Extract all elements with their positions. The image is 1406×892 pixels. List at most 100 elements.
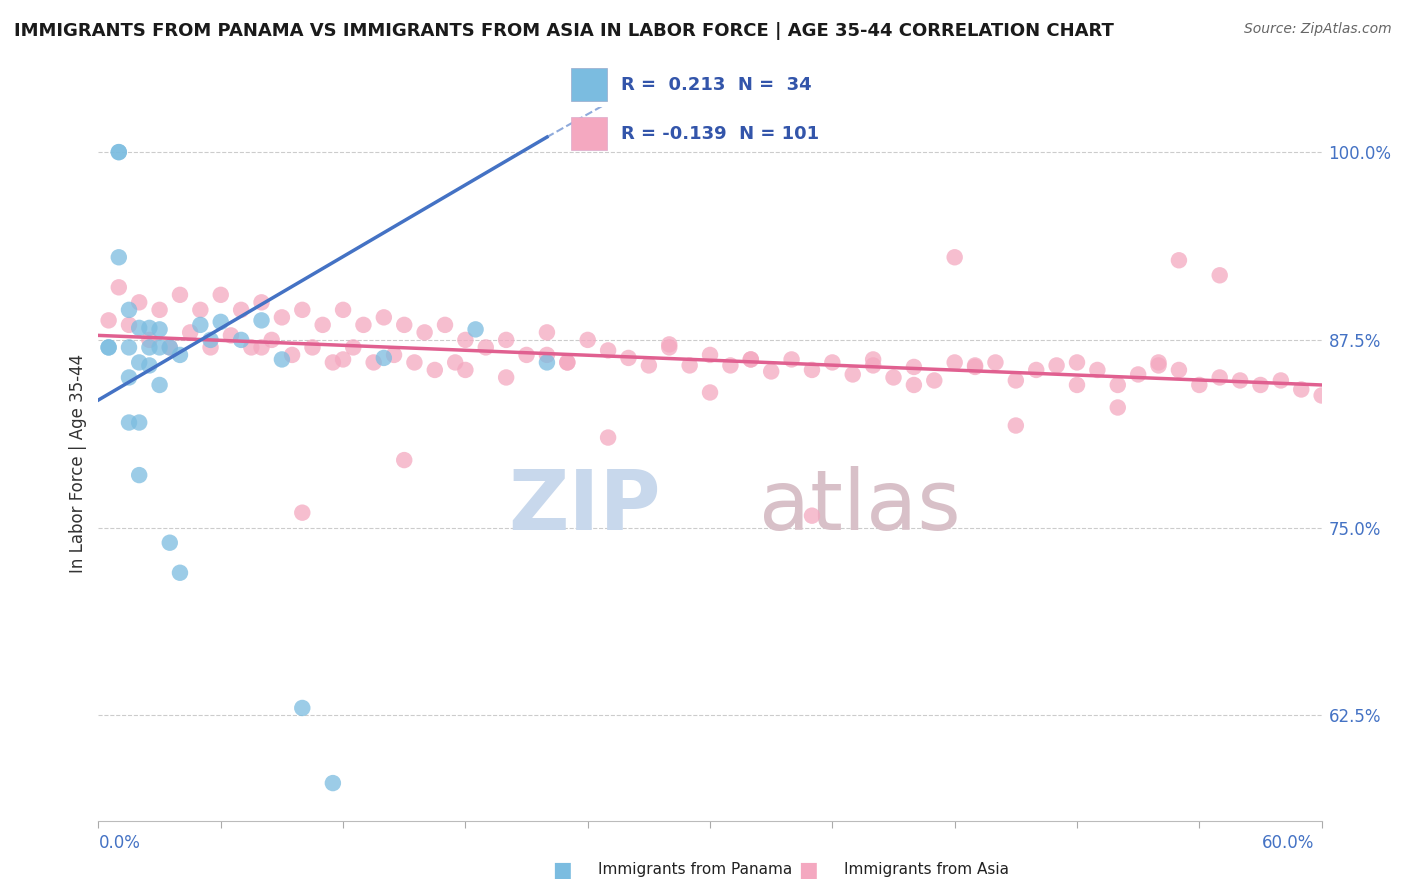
- Point: [1147, 355, 1170, 369]
- Point: [1270, 374, 1292, 388]
- Point: [188, 318, 212, 332]
- Point: [373, 351, 395, 365]
- Point: [179, 326, 201, 340]
- Point: [984, 355, 1007, 369]
- Point: [922, 374, 945, 388]
- Point: [159, 340, 181, 354]
- Point: [149, 322, 172, 336]
- Point: [128, 468, 150, 483]
- Point: [404, 355, 426, 369]
- Point: [291, 701, 314, 715]
- Text: ■: ■: [799, 860, 818, 880]
- Point: [209, 288, 232, 302]
- Point: [557, 355, 579, 369]
- Point: [454, 363, 477, 377]
- Point: [138, 340, 160, 354]
- Text: Immigrants from Panama: Immigrants from Panama: [598, 863, 792, 877]
- Point: [965, 359, 987, 373]
- Point: [740, 352, 762, 367]
- Point: [200, 340, 222, 354]
- Point: [1249, 378, 1271, 392]
- Point: [322, 776, 344, 790]
- Point: [250, 295, 273, 310]
- Point: [1188, 378, 1211, 392]
- Point: [118, 302, 141, 317]
- Point: [821, 355, 844, 369]
- Point: [740, 352, 762, 367]
- Point: [699, 385, 721, 400]
- Point: [231, 333, 253, 347]
- Point: [617, 351, 640, 365]
- Point: [841, 368, 863, 382]
- Point: [108, 145, 131, 160]
- Point: [149, 378, 172, 392]
- Point: [149, 340, 172, 354]
- Point: [260, 333, 283, 347]
- Point: [169, 348, 191, 362]
- Point: [576, 333, 599, 347]
- Point: [557, 355, 579, 369]
- Point: [1128, 368, 1150, 382]
- Point: [159, 535, 181, 549]
- Point: [598, 343, 620, 358]
- Point: [209, 315, 232, 329]
- Point: [536, 326, 558, 340]
- Point: [270, 310, 294, 325]
- Text: atlas: atlas: [759, 467, 960, 547]
- Point: [780, 352, 803, 367]
- Point: [423, 363, 446, 377]
- Point: [108, 145, 131, 160]
- Point: [1209, 370, 1232, 384]
- Point: [128, 355, 150, 369]
- Text: ■: ■: [553, 860, 572, 880]
- Point: [118, 318, 141, 332]
- Point: [240, 340, 263, 354]
- Point: [97, 313, 120, 327]
- Text: R = -0.139  N = 101: R = -0.139 N = 101: [621, 125, 820, 143]
- Point: [1209, 268, 1232, 283]
- Point: [1107, 378, 1129, 392]
- Point: [128, 321, 150, 335]
- Point: [382, 348, 405, 362]
- Point: [231, 302, 253, 317]
- Point: [118, 370, 141, 384]
- Point: [801, 508, 824, 523]
- Point: [352, 318, 374, 332]
- Point: [108, 250, 131, 264]
- Text: Source: ZipAtlas.com: Source: ZipAtlas.com: [1244, 22, 1392, 37]
- Point: [128, 416, 150, 430]
- Point: [454, 333, 477, 347]
- Point: [1147, 359, 1170, 373]
- Point: [169, 288, 191, 302]
- Point: [598, 431, 620, 445]
- Point: [943, 250, 966, 264]
- Point: [658, 340, 681, 354]
- Point: [301, 340, 323, 354]
- Point: [1291, 383, 1313, 397]
- Point: [392, 318, 416, 332]
- Point: [342, 340, 364, 354]
- Y-axis label: In Labor Force | Age 35-44: In Labor Force | Age 35-44: [69, 354, 87, 574]
- Point: [118, 340, 141, 354]
- Point: [862, 359, 884, 373]
- Point: [761, 364, 783, 378]
- Point: [291, 302, 314, 317]
- Point: [444, 355, 467, 369]
- Text: IMMIGRANTS FROM PANAMA VS IMMIGRANTS FROM ASIA IN LABOR FORCE | AGE 35-44 CORREL: IMMIGRANTS FROM PANAMA VS IMMIGRANTS FRO…: [14, 22, 1114, 40]
- Point: [413, 326, 436, 340]
- Point: [638, 359, 661, 373]
- Point: [373, 310, 395, 325]
- Point: [219, 328, 242, 343]
- Point: [516, 348, 538, 362]
- Point: [1167, 363, 1189, 377]
- Point: [1085, 363, 1108, 377]
- Point: [138, 359, 160, 373]
- Point: [250, 313, 273, 327]
- Point: [1310, 388, 1333, 402]
- Point: [903, 359, 925, 374]
- Point: [149, 302, 172, 317]
- Point: [159, 340, 181, 354]
- Text: 0.0%: 0.0%: [98, 834, 141, 852]
- Point: [658, 337, 681, 351]
- Point: [720, 359, 742, 373]
